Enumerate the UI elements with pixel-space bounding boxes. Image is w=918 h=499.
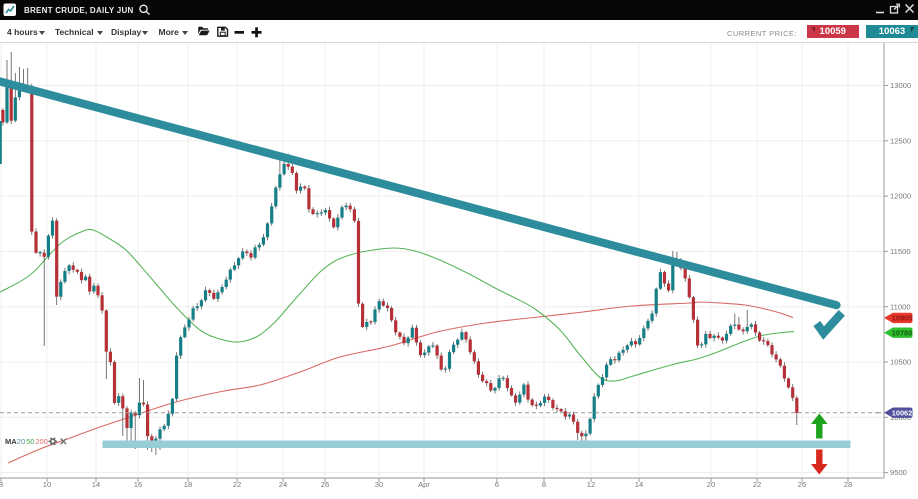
svg-text:26: 26 [798,480,806,489]
svg-text:18: 18 [184,480,192,489]
svg-text:22: 22 [233,480,241,489]
svg-text:10: 10 [43,480,51,489]
svg-text:6: 6 [495,480,499,489]
svg-text:Apr: Apr [418,480,430,489]
svg-text:50: 50 [26,437,34,446]
svg-text:12500: 12500 [890,136,911,145]
svg-text:11000: 11000 [890,302,911,311]
svg-text:12000: 12000 [890,192,911,201]
svg-text:8: 8 [0,480,3,489]
svg-text:9500: 9500 [890,468,907,477]
svg-text:24: 24 [279,480,287,489]
svg-text:14: 14 [635,480,643,489]
svg-text:20: 20 [17,437,25,446]
svg-text:10500: 10500 [890,358,911,367]
svg-text:28: 28 [844,480,852,489]
svg-text:22: 22 [753,480,761,489]
svg-text:30: 30 [375,480,383,489]
svg-text:10780: 10780 [892,328,913,337]
svg-text:12: 12 [587,480,595,489]
svg-text:200: 200 [35,437,48,446]
svg-text:8: 8 [542,480,546,489]
svg-text:MA: MA [5,437,17,446]
svg-text:16: 16 [134,480,142,489]
svg-text:11500: 11500 [890,247,911,256]
svg-text:14: 14 [92,480,100,489]
svg-text:20: 20 [707,480,715,489]
svg-text:10905: 10905 [892,314,913,323]
svg-text:26: 26 [321,480,329,489]
svg-text:10062: 10062 [892,408,913,417]
svg-text:13000: 13000 [890,81,911,90]
